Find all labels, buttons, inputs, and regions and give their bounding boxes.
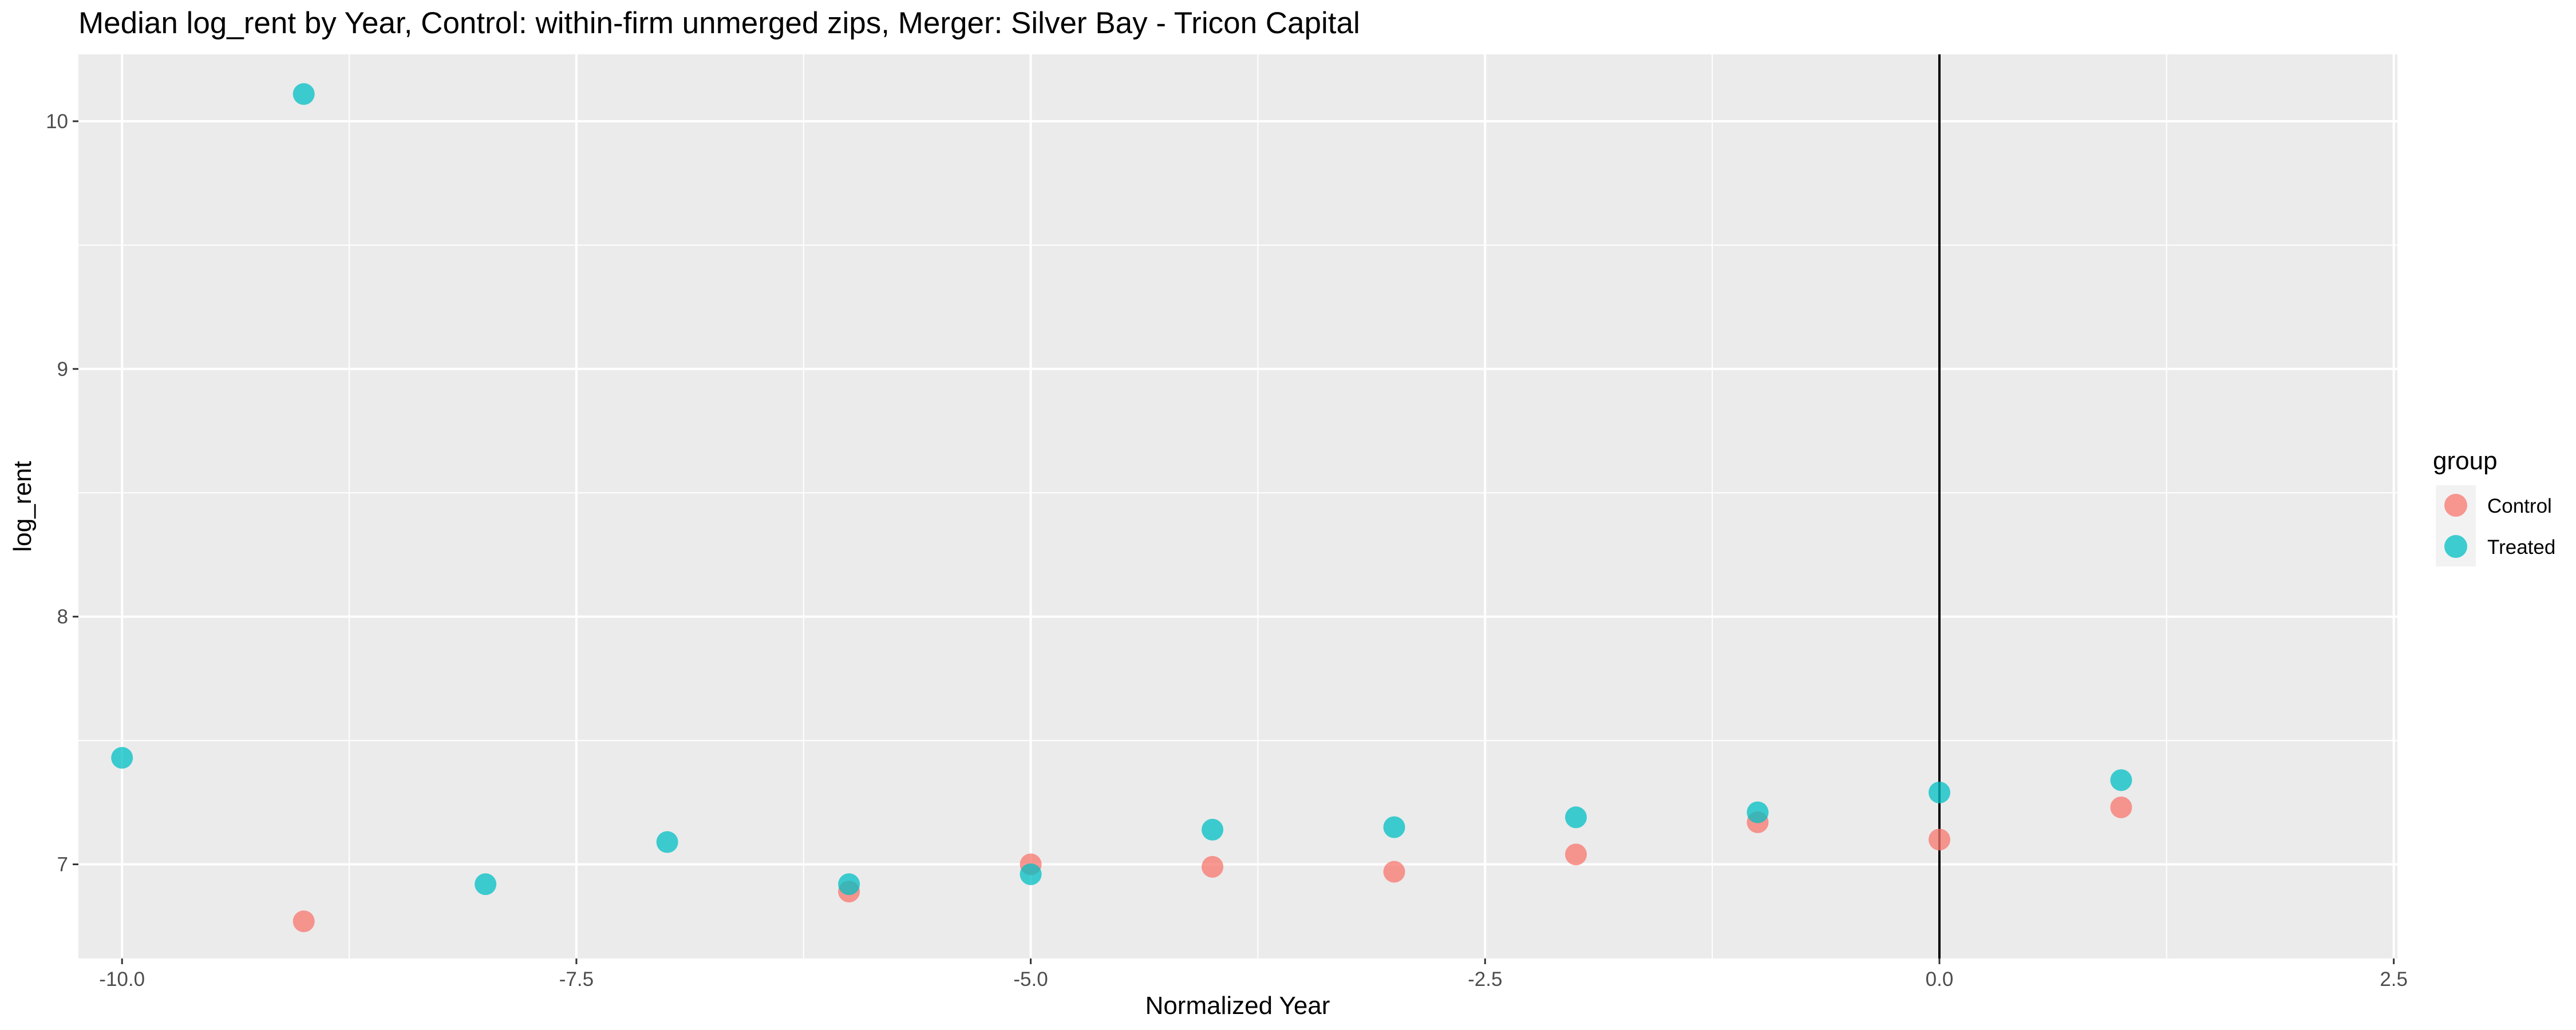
data-point-control [2110, 796, 2132, 818]
data-point-control [1383, 861, 1405, 883]
legend-label-treated: Treated [2487, 536, 2555, 558]
legend-title: group [2433, 447, 2498, 475]
data-point-treated [293, 83, 315, 105]
data-point-treated [838, 873, 860, 896]
data-point-treated [1383, 816, 1405, 838]
data-point-treated [1202, 818, 1224, 841]
x-axis: -10.0 -7.5 -5.0 -2.5 0.0 2.5 [99, 958, 2408, 991]
y-tick-label: 8 [57, 606, 68, 628]
x-tick-label: -7.5 [559, 968, 594, 991]
data-point-treated [656, 831, 678, 853]
data-point-treated [111, 747, 133, 769]
data-point-treated [2110, 769, 2132, 791]
data-point-control [1565, 843, 1587, 866]
data-points [111, 83, 2132, 933]
legend-key-control [2444, 494, 2467, 517]
y-tick-label: 9 [57, 358, 68, 381]
y-axis-title: log_rent [9, 461, 37, 552]
y-axis: 7 8 9 10 [46, 110, 78, 876]
data-point-control [293, 910, 315, 933]
data-point-treated [1928, 781, 1950, 803]
x-axis-title: Normalized Year [1145, 992, 1330, 1020]
legend: group Control Treated [2433, 447, 2555, 566]
y-tick-label: 10 [46, 110, 68, 133]
data-point-control [1928, 829, 1950, 851]
legend-label-control: Control [2487, 495, 2552, 517]
data-point-treated [1020, 863, 1042, 885]
x-tick-label: 0.0 [1926, 968, 1954, 991]
y-tick-label: 7 [57, 854, 68, 876]
x-tick-label: 2.5 [2380, 968, 2408, 991]
data-point-treated [1747, 801, 1769, 823]
data-point-treated [475, 873, 497, 896]
data-point-treated [1565, 806, 1587, 829]
legend-key-treated [2444, 535, 2467, 558]
x-tick-label: -10.0 [99, 968, 145, 991]
plot-panel [78, 54, 2397, 958]
chart-title: Median log_rent by Year, Control: within… [78, 6, 1360, 40]
x-tick-label: -5.0 [1013, 968, 1048, 991]
x-tick-label: -2.5 [1468, 968, 1502, 991]
minor-gridlines [78, 54, 2397, 958]
data-point-control [1202, 855, 1224, 878]
